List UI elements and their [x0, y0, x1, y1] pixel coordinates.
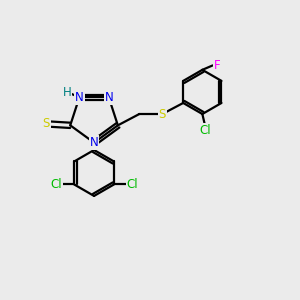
Text: N: N [75, 91, 84, 104]
Text: S: S [42, 117, 50, 130]
Text: Cl: Cl [200, 124, 211, 137]
Text: N: N [105, 91, 114, 104]
Text: Cl: Cl [50, 178, 62, 191]
Text: S: S [158, 108, 166, 121]
Text: Cl: Cl [126, 178, 138, 191]
Text: F: F [214, 59, 220, 72]
Text: N: N [90, 136, 98, 149]
Text: H: H [63, 85, 71, 99]
